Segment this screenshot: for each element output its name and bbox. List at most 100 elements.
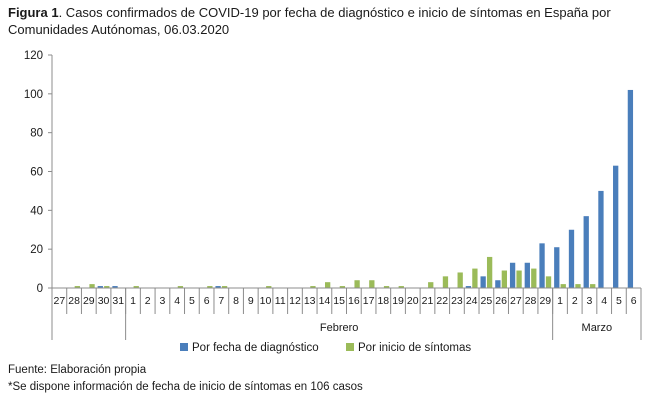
bar-sintomas bbox=[354, 280, 360, 288]
bar-sintomas bbox=[428, 282, 434, 288]
x-tick-label: 22 bbox=[436, 295, 448, 307]
bar-diagnostico bbox=[112, 286, 118, 288]
figure-label: Figura 1 bbox=[8, 5, 59, 20]
x-tick-label: 27 bbox=[510, 295, 522, 307]
bar-sintomas bbox=[398, 286, 404, 288]
figure-caption: Figura 1. Casos confirmados de COVID-19 … bbox=[8, 4, 638, 38]
bar-sintomas bbox=[310, 286, 316, 288]
legend-diagnostico-label: Por fecha de diagnóstico bbox=[192, 342, 319, 354]
x-tick-label: 26 bbox=[495, 295, 507, 307]
bar-sintomas bbox=[177, 286, 184, 288]
x-tick-label: 29 bbox=[83, 295, 95, 307]
bar-sintomas bbox=[104, 286, 110, 288]
x-tick-label: 11 bbox=[275, 295, 286, 307]
y-tick-label: 20 bbox=[30, 244, 43, 256]
y-tick-label: 120 bbox=[24, 50, 43, 62]
x-tick-label: 5 bbox=[189, 295, 195, 307]
legend-sintomas-label: Por inicio de síntomas bbox=[358, 342, 471, 354]
x-tick-label: 17 bbox=[363, 295, 375, 307]
x-tick-label: 25 bbox=[481, 295, 493, 307]
bar-sintomas bbox=[545, 276, 552, 288]
bar-sintomas bbox=[531, 268, 537, 288]
x-tick-label: 3 bbox=[160, 295, 166, 307]
x-tick-label: 21 bbox=[422, 295, 434, 307]
x-tick-label: 4 bbox=[174, 295, 180, 307]
bar-sintomas bbox=[501, 270, 508, 288]
bar-diagnostico bbox=[627, 89, 634, 288]
x-tick-label: 27 bbox=[54, 295, 66, 307]
legend-diagnostico-swatch bbox=[180, 343, 188, 351]
bar-sintomas bbox=[383, 286, 390, 288]
bar-diagnostico bbox=[465, 286, 472, 288]
x-tick-label: 13 bbox=[304, 295, 316, 307]
bar-sintomas bbox=[89, 284, 95, 288]
x-tick-label: 31 bbox=[112, 295, 124, 307]
legend-sintomas-swatch bbox=[346, 343, 354, 351]
bar-sintomas bbox=[221, 286, 228, 288]
x-group-label: Marzo bbox=[582, 322, 613, 334]
bar-diagnostico bbox=[509, 262, 516, 288]
x-tick-label: 20 bbox=[407, 295, 419, 307]
x-tick-label: 6 bbox=[204, 295, 210, 307]
bar-diagnostico bbox=[554, 247, 560, 288]
x-tick-label: 1 bbox=[130, 295, 136, 307]
x-group-label: Febrero bbox=[320, 322, 359, 334]
x-tick-label: 19 bbox=[392, 295, 404, 307]
bar-diagnostico bbox=[97, 286, 103, 288]
x-tick-label: 16 bbox=[348, 295, 360, 307]
x-tick-label: 4 bbox=[601, 295, 607, 307]
bar-diagnostico bbox=[598, 190, 604, 288]
y-tick-label: 0 bbox=[37, 283, 43, 295]
x-tick-label: 24 bbox=[466, 295, 478, 307]
x-tick-label: 28 bbox=[68, 295, 80, 307]
bar-diagnostico bbox=[480, 276, 486, 288]
bar-diagnostico bbox=[539, 243, 545, 288]
x-tick-label: 28 bbox=[525, 295, 537, 307]
x-tick-label: 6 bbox=[631, 295, 637, 307]
bar-sintomas bbox=[472, 268, 478, 288]
x-tick-label: 30 bbox=[98, 295, 110, 307]
x-tick-label: 5 bbox=[616, 295, 622, 307]
y-tick-label: 80 bbox=[30, 128, 43, 140]
bar-sintomas bbox=[486, 256, 493, 288]
x-tick-label: 15 bbox=[333, 295, 345, 307]
x-tick-label: 18 bbox=[377, 295, 389, 307]
y-tick-label: 40 bbox=[30, 205, 43, 217]
bar-sintomas bbox=[590, 284, 596, 288]
x-tick-label: 14 bbox=[319, 295, 331, 307]
bar-sintomas bbox=[207, 286, 213, 288]
bar-sintomas bbox=[457, 272, 463, 288]
x-tick-label: 7 bbox=[218, 295, 224, 307]
x-tick-label: 10 bbox=[260, 295, 272, 307]
x-tick-label: 9 bbox=[248, 295, 254, 307]
y-tick-label: 100 bbox=[24, 89, 43, 101]
bar-sintomas bbox=[369, 280, 375, 288]
bar-sintomas bbox=[133, 286, 139, 288]
bar-diagnostico bbox=[568, 229, 575, 288]
x-tick-label: 8 bbox=[233, 295, 239, 307]
x-tick-label: 1 bbox=[557, 295, 563, 307]
bar-sintomas bbox=[442, 276, 449, 288]
bar-diagnostico bbox=[613, 165, 619, 288]
y-tick-label: 60 bbox=[30, 167, 43, 179]
x-tick-label: 29 bbox=[539, 295, 551, 307]
footnotes: Fuente: Elaboración propia *Se dispone i… bbox=[8, 362, 363, 396]
x-tick-label: 23 bbox=[451, 295, 463, 307]
bar-sintomas bbox=[74, 286, 80, 288]
bar-sintomas bbox=[325, 282, 331, 288]
figure-title: . Casos confirmados de COVID-19 por fech… bbox=[8, 5, 611, 37]
bar-sintomas bbox=[575, 284, 581, 288]
bar-diagnostico bbox=[495, 280, 501, 288]
bar-sintomas bbox=[560, 284, 566, 288]
bar-sintomas bbox=[516, 270, 522, 288]
bar-diagnostico bbox=[524, 262, 530, 288]
x-tick-label: 2 bbox=[572, 295, 578, 307]
bar-sintomas bbox=[266, 286, 272, 288]
x-tick-label: 3 bbox=[587, 295, 593, 307]
x-tick-label: 2 bbox=[145, 295, 151, 307]
source-note: Fuente: Elaboración propia bbox=[8, 364, 147, 376]
bar-sintomas bbox=[339, 286, 346, 288]
symptom-data-note: *Se dispone información de fecha de inic… bbox=[8, 381, 363, 393]
x-tick-label: 12 bbox=[289, 295, 301, 307]
